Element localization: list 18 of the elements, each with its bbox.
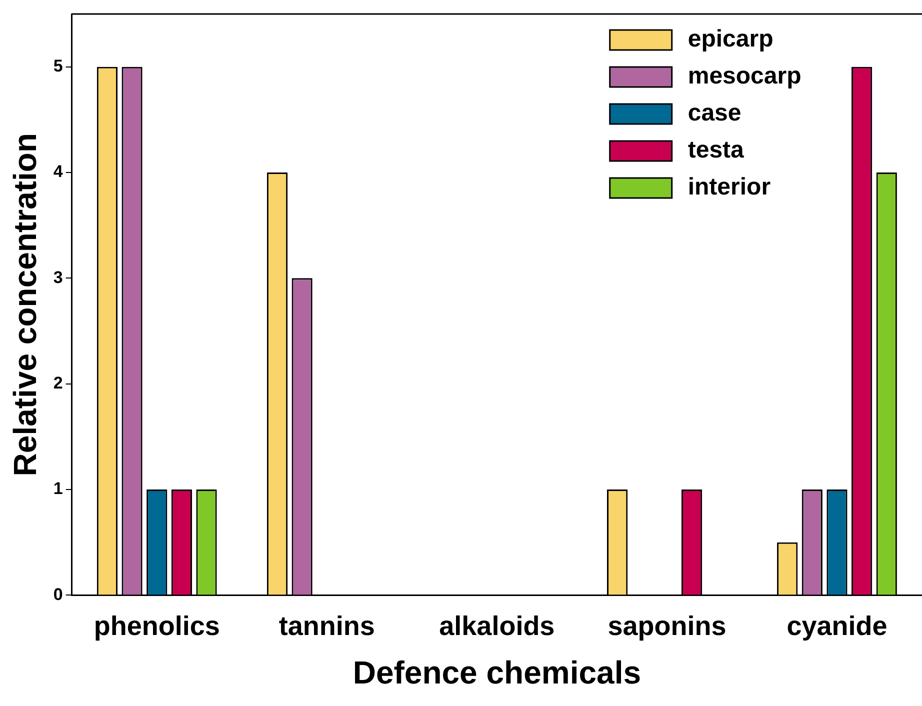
y-tick-label: 4: [53, 162, 64, 182]
legend-label: case: [688, 100, 742, 127]
legend-label: epicarp: [688, 26, 774, 53]
x-tick-label: saponins: [608, 610, 726, 641]
x-tick-label: alkaloids: [439, 610, 555, 641]
legend-label: testa: [688, 136, 745, 164]
x-tick-label: phenolics: [94, 610, 220, 641]
legend-label: mesocarp: [688, 62, 802, 90]
x-axis-title: Defence chemicals: [352, 654, 642, 691]
y-tick-label: 0: [53, 584, 63, 604]
y-tick-label: 2: [53, 374, 63, 393]
y-tick-label: 5: [53, 56, 63, 76]
y-tick-label: 3: [53, 268, 63, 287]
legend-label: interior: [688, 174, 771, 201]
x-tick-label: tannins: [278, 610, 375, 641]
x-tick-label: cyanide: [786, 610, 888, 641]
y-tick-label: 1: [53, 479, 63, 498]
y-axis-title: Relative concentration: [7, 133, 44, 476]
